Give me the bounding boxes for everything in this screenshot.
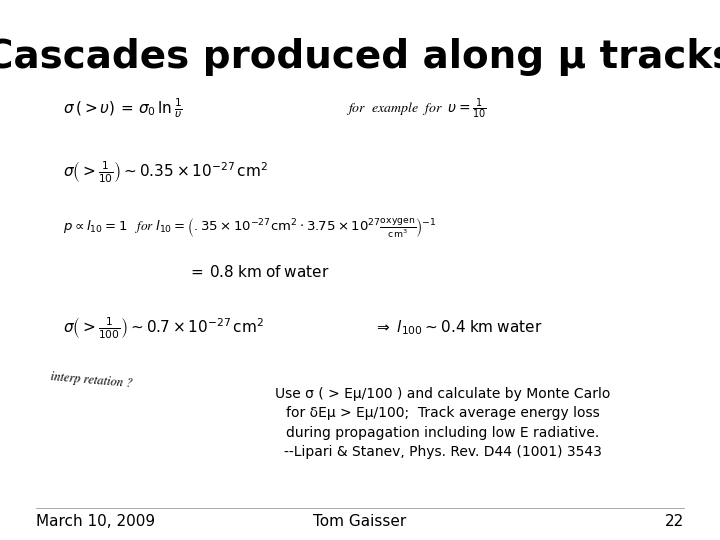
Text: Cascades produced along μ tracks: Cascades produced along μ tracks: [0, 38, 720, 76]
Text: Tom Gaisser: Tom Gaisser: [313, 514, 407, 529]
Text: March 10, 2009: March 10, 2009: [36, 514, 155, 529]
Text: $p\propto l_{10}=1$   for $l_{10}=\left(.35\times10^{-27}\mathrm{cm}^2\cdot 3.75: $p\propto l_{10}=1$ for $l_{10}=\left(.3…: [63, 217, 437, 240]
Text: Use σ ( > Eμ/100 ) and calculate by Monte Carlo
for δEμ > Eμ/100;  Track average: Use σ ( > Eμ/100 ) and calculate by Mont…: [275, 387, 611, 460]
Text: $\sigma\left(>\frac{1}{10}\right)\sim 0.35\times10^{-27}\,\mathrm{cm}^2$: $\sigma\left(>\frac{1}{10}\right)\sim 0.…: [63, 159, 269, 185]
Text: $\sigma\left(>\frac{1}{100}\right)\sim 0.7\times10^{-27}\,\mathrm{cm}^2$: $\sigma\left(>\frac{1}{100}\right)\sim 0…: [63, 314, 264, 341]
Text: $\sigma\,(>\upsilon)\,=\,\sigma_0\,\ln\frac{1}{\upsilon}$: $\sigma\,(>\upsilon)\,=\,\sigma_0\,\ln\f…: [63, 96, 183, 119]
Text: $\Rightarrow\;l_{100}\sim 0.4\;\mathrm{km}\;\mathrm{water}$: $\Rightarrow\;l_{100}\sim 0.4\;\mathrm{k…: [374, 318, 542, 337]
Text: 22: 22: [665, 514, 684, 529]
Text: $=\,0.8\;\mathrm{km}\;\mathrm{of}\;\mathrm{water}$: $=\,0.8\;\mathrm{km}\;\mathrm{of}\;\math…: [187, 265, 329, 280]
Text: for  example  for  $\upsilon=\frac{1}{10}$: for example for $\upsilon=\frac{1}{10}$: [346, 97, 487, 121]
Text: interp retation ?: interp retation ?: [50, 370, 132, 390]
